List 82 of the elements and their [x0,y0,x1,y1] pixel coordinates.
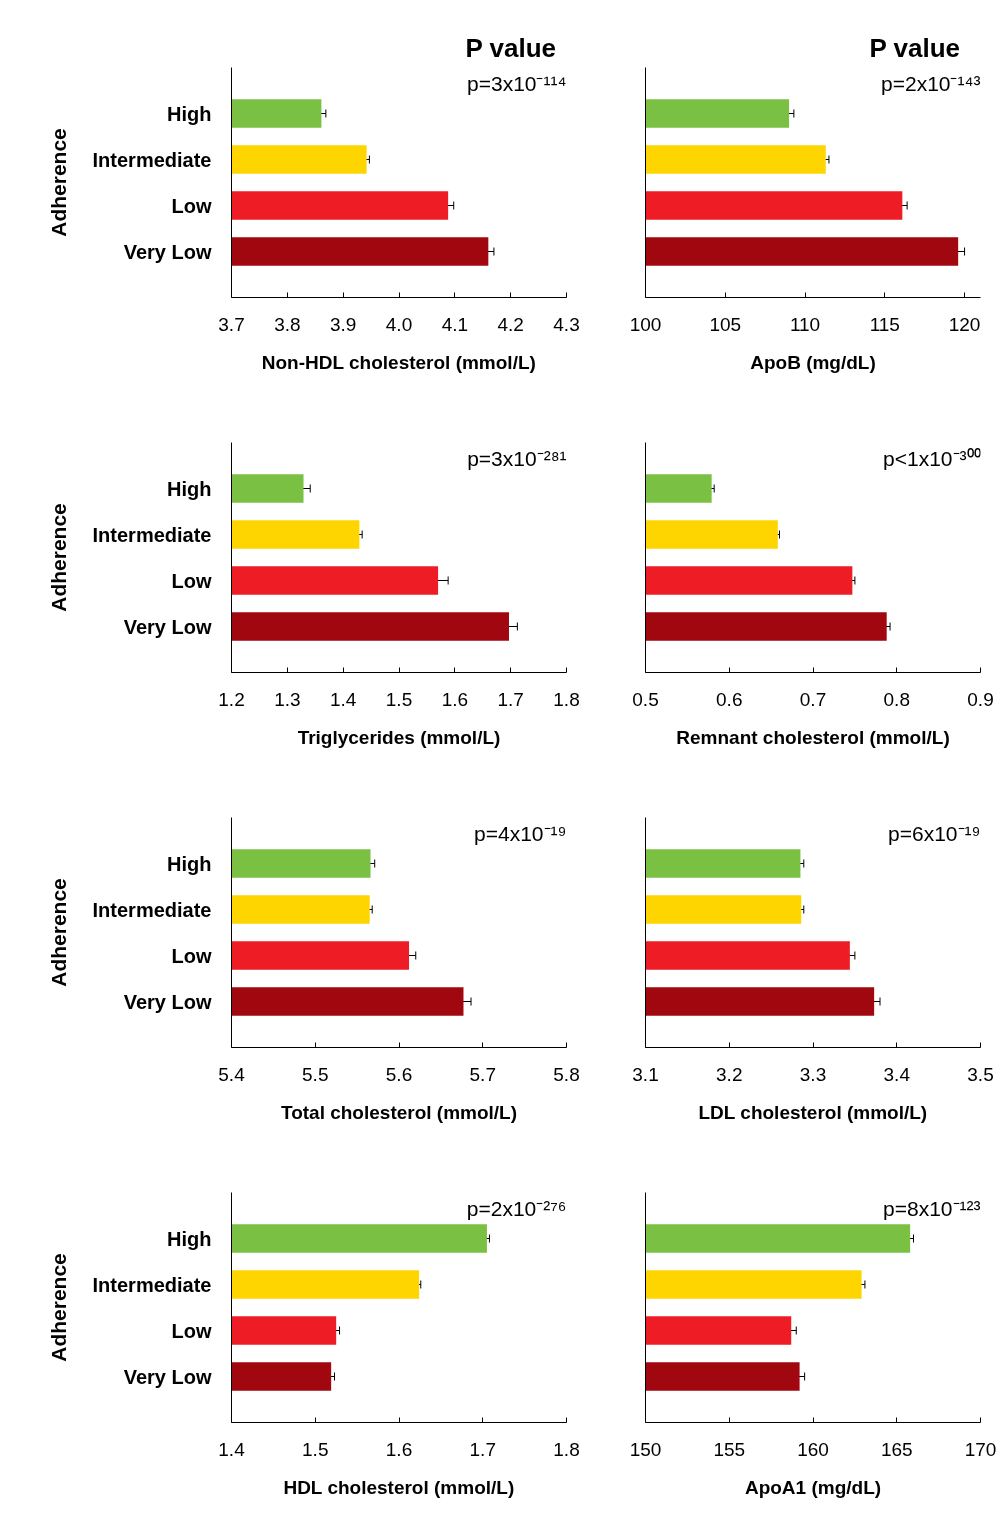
x-tick-label: 5.6 [385,1063,413,1085]
x-tick-label: 100 [629,313,662,335]
annotation: p=2x10⁻²⁷⁶ [466,1197,567,1220]
y-tick-label: Intermediate [92,523,212,546]
y-axis-title: Adherence [46,128,70,237]
x-tick-label: 115 [869,313,900,335]
x-tick-label: 0.6 [716,688,743,710]
annotation: p=3x10⁻²⁸¹ [467,447,567,470]
x-tick-label: 1.8 [553,1438,580,1460]
x-axis-title: Non-HDL cholesterol (mmol/L) [261,351,536,373]
x-tick-label: 1.3 [274,688,301,710]
x-tick-label: 4.1 [441,313,469,335]
y-tick-label: Low [171,944,212,967]
y-axis-title: Adherence [46,1253,70,1362]
x-tick-label: 3.3 [799,1063,827,1085]
y-tick-label: Very Low [123,615,212,638]
y-tick-label: Low [171,569,212,592]
annotation: p=4x10⁻¹⁹ [474,822,567,845]
y-axis-title: Adherence [46,503,70,612]
annotation: p<1x10⁻³⁰⁰ [883,447,981,470]
y-tick-label: High [167,1227,212,1250]
x-tick-label: 110 [789,313,821,335]
x-axis-title: LDL cholesterol (mmol/L) [698,1101,928,1123]
x-tick-label: 1.2 [218,688,245,710]
x-axis-title: ApoB (mg/dL) [750,351,876,373]
y-tick-label: High [167,102,212,125]
x-tick-label: 105 [709,313,742,335]
x-tick-label: 1.7 [469,1438,496,1460]
annotation: p=6x10⁻¹⁹ [888,822,981,845]
x-tick-label: 1.8 [553,688,580,710]
x-tick-label: 0.8 [883,688,910,710]
x-tick-label: 3.1 [632,1063,659,1085]
y-axis-title: Adherence [46,878,70,987]
y-tick-label: Very Low [123,1365,212,1388]
x-tick-label: 3.8 [274,313,301,335]
x-tick-label: 3.5 [967,1063,994,1085]
x-tick-label: 1.6 [441,688,469,710]
x-tick-label: 4.3 [553,313,580,335]
x-tick-label: 170 [964,1438,997,1460]
chart-title: P value [869,32,961,63]
x-tick-label: 1.5 [385,688,413,710]
x-axis-title: Remnant cholesterol (mmol/L) [676,726,950,748]
x-tick-label: 0.9 [967,688,994,710]
annotation: p=8x10⁻¹²³ [883,1197,981,1220]
x-tick-label: 3.7 [218,313,245,335]
x-tick-label: 1.5 [302,1438,329,1460]
x-tick-label: 3.2 [716,1063,743,1085]
y-tick-label: Intermediate [92,1273,212,1296]
x-axis-title: HDL cholesterol (mmol/L) [283,1476,515,1498]
x-tick-label: 5.4 [218,1063,246,1085]
x-tick-label: 5.8 [553,1063,580,1085]
x-tick-label: 0.5 [632,688,659,710]
x-axis-title: Triglycerides (mmol/L) [297,726,501,748]
y-tick-label: High [167,852,212,875]
x-tick-label: 4.0 [385,313,413,335]
y-tick-label: Very Low [123,240,212,263]
x-tick-label: 160 [797,1438,829,1460]
x-tick-label: 120 [948,313,981,335]
x-tick-label: 3.9 [329,313,357,335]
y-tick-label: Very Low [123,990,212,1013]
y-tick-label: High [167,477,212,500]
x-tick-label: 0.7 [799,688,827,710]
annotation: p=3x10⁻¹¹⁴ [467,72,567,95]
y-tick-label: Intermediate [92,148,212,171]
x-tick-label: 5.7 [469,1063,496,1085]
x-tick-label: 4.2 [497,313,524,335]
x-axis-title: Total cholesterol (mmol/L) [280,1101,518,1123]
x-tick-label: 5.5 [302,1063,329,1085]
x-tick-label: 1.4 [218,1438,246,1460]
x-tick-label: 1.7 [497,688,524,710]
x-tick-label: 3.4 [883,1063,911,1085]
x-tick-label: 1.4 [329,688,357,710]
x-tick-label: 155 [713,1438,746,1460]
x-axis-title: ApoA1 (mg/dL) [744,1476,882,1498]
y-tick-label: Low [171,194,212,217]
x-tick-label: 165 [880,1438,913,1460]
y-tick-label: Intermediate [92,898,212,921]
y-tick-label: Low [171,1319,212,1342]
x-tick-label: 1.6 [385,1438,413,1460]
annotation: p=2x10⁻¹⁴³ [881,72,981,95]
chart-title: P value [465,32,557,63]
x-tick-label: 150 [629,1438,662,1460]
